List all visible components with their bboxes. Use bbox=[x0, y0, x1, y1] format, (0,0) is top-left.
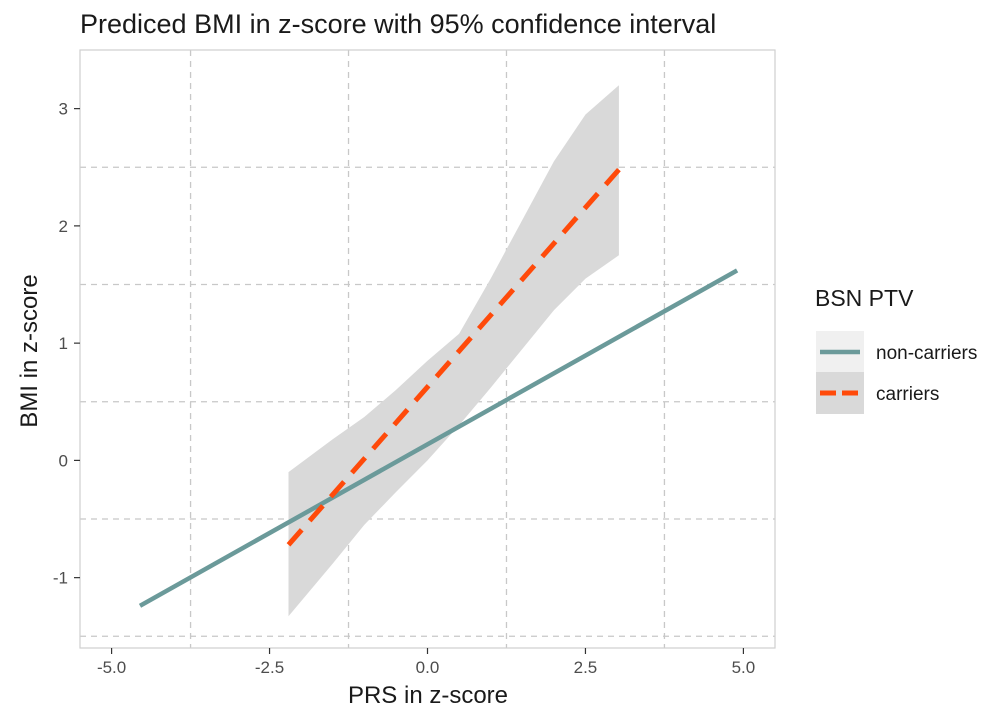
y-tick-label: 2 bbox=[59, 217, 68, 236]
chart-title: Prediced BMI in z-score with 95% confide… bbox=[80, 9, 716, 39]
x-tick-label: 5.0 bbox=[732, 658, 756, 677]
y-tick-label: 0 bbox=[59, 451, 68, 470]
panel-background bbox=[80, 50, 775, 648]
y-tick-label: 3 bbox=[59, 100, 68, 119]
confidence-band-carriers bbox=[288, 85, 619, 617]
axes: -5.0 -2.5 0.0 2.5 5.0 -1 0 1 2 3 bbox=[53, 100, 755, 677]
x-tick-label: -2.5 bbox=[255, 658, 284, 677]
series-line-non-carriers bbox=[138, 268, 739, 608]
y-tick-label: -1 bbox=[53, 569, 68, 588]
y-axis-title: BMI in z-score bbox=[16, 274, 43, 427]
series-line-carriers bbox=[286, 167, 621, 547]
x-tick-label: 2.5 bbox=[574, 658, 598, 677]
x-axis-title: PRS in z-score bbox=[348, 682, 508, 709]
plot-area bbox=[79, 49, 776, 649]
legend-label-carriers: carriers bbox=[876, 384, 939, 405]
x-tick-label: 0.0 bbox=[416, 658, 440, 677]
y-tick-label: 1 bbox=[59, 334, 68, 353]
x-tick-label: -5.0 bbox=[97, 658, 126, 677]
legend-title: BSN PTV bbox=[815, 285, 914, 311]
legend: BSN PTV non-carriers carriers bbox=[815, 285, 977, 414]
legend-label-non-carriers: non-carriers bbox=[876, 343, 977, 364]
